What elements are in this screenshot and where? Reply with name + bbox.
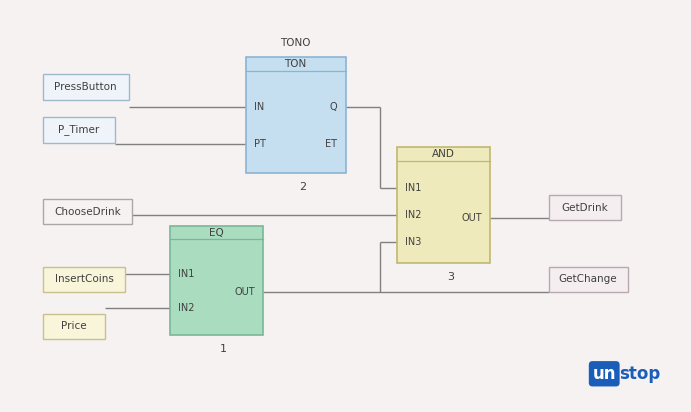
Text: IN3: IN3 xyxy=(406,236,422,247)
FancyBboxPatch shape xyxy=(43,74,129,100)
Text: AND: AND xyxy=(432,149,455,159)
FancyBboxPatch shape xyxy=(43,117,115,143)
Text: OUT: OUT xyxy=(461,213,482,222)
FancyBboxPatch shape xyxy=(43,267,125,292)
Text: TON: TON xyxy=(285,59,307,69)
Text: TONO: TONO xyxy=(281,37,311,48)
FancyBboxPatch shape xyxy=(43,314,104,339)
FancyBboxPatch shape xyxy=(43,199,132,225)
FancyBboxPatch shape xyxy=(170,227,263,335)
FancyBboxPatch shape xyxy=(246,56,346,173)
Text: stop: stop xyxy=(618,365,660,383)
Text: Q: Q xyxy=(330,102,337,112)
Text: 2: 2 xyxy=(299,182,306,192)
Text: un: un xyxy=(592,365,616,383)
Text: GetDrink: GetDrink xyxy=(561,203,608,213)
Text: Price: Price xyxy=(61,321,86,331)
Text: ChooseDrink: ChooseDrink xyxy=(54,207,121,217)
Text: IN2: IN2 xyxy=(178,303,195,313)
Text: EQ: EQ xyxy=(209,228,224,238)
Text: P_Timer: P_Timer xyxy=(58,124,100,135)
Text: OUT: OUT xyxy=(234,288,255,297)
Text: 1: 1 xyxy=(220,344,227,354)
Text: GetChange: GetChange xyxy=(559,274,618,284)
FancyBboxPatch shape xyxy=(549,267,627,292)
Text: 3: 3 xyxy=(447,272,454,282)
Text: PressButton: PressButton xyxy=(55,82,117,92)
Text: IN: IN xyxy=(254,102,264,112)
Text: ET: ET xyxy=(325,139,337,149)
Text: IN2: IN2 xyxy=(406,210,422,220)
FancyBboxPatch shape xyxy=(397,147,490,263)
FancyBboxPatch shape xyxy=(549,195,621,220)
Text: IN1: IN1 xyxy=(178,269,195,279)
Text: IN1: IN1 xyxy=(406,183,422,193)
Text: PT: PT xyxy=(254,139,266,149)
Text: InsertCoins: InsertCoins xyxy=(55,274,113,284)
